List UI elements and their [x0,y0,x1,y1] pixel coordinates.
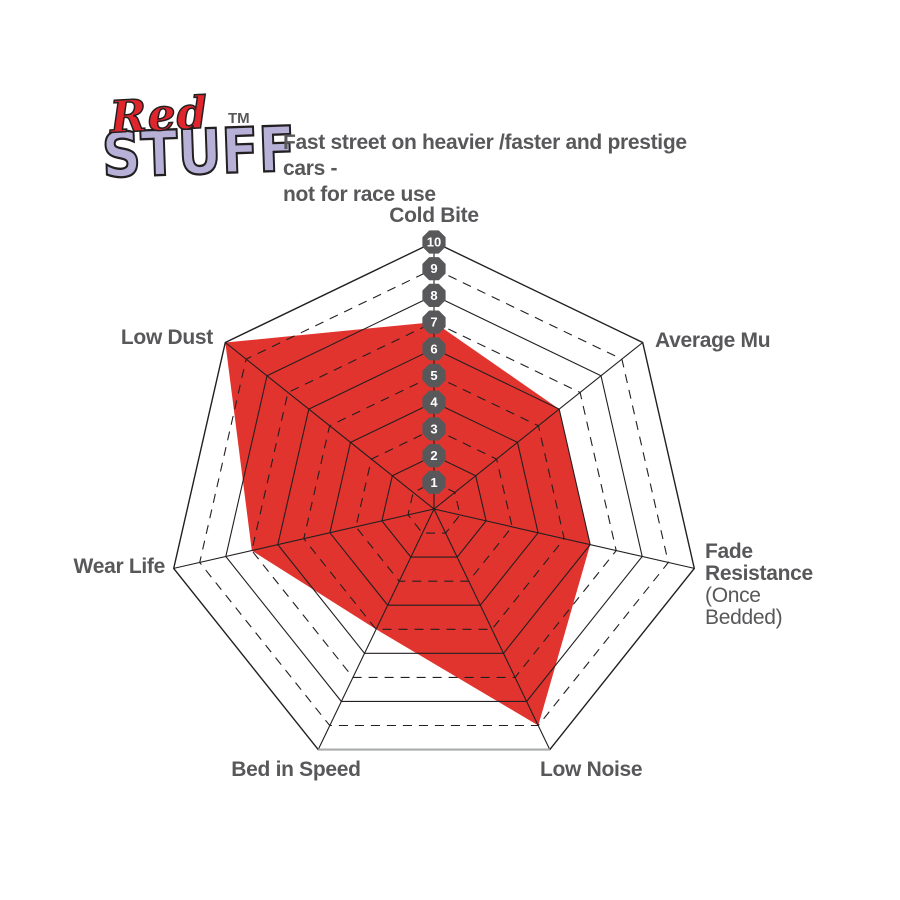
scale-badge-label-2: 2 [430,448,437,463]
trademark-symbol: TM [228,110,250,127]
radar-spoke-6 [224,342,435,510]
scale-badge-label-8: 8 [430,288,437,303]
radar-ring-7 [251,321,617,678]
axis-label-fade-resistance-sub: (Once Bedded) [705,584,783,629]
scale-badge-10 [422,230,446,254]
axis-label-cold-bite: Cold Bite [389,204,479,227]
subtitle-line-1: Fast street on heavier /faster and prest… [283,131,687,180]
scale-badge-label-4: 4 [430,395,438,410]
scale-badge-5 [422,363,446,388]
radar-ring-3 [355,428,513,582]
scale-badge-9 [422,257,446,281]
subtitle-line-2: not for race use [283,183,436,206]
axis-label-low-dust: Low Dust [120,326,213,349]
radar-spoke-2 [433,508,695,569]
scale-badge-label-10: 10 [427,235,441,250]
radar-ring-9 [199,268,669,727]
radar-spoke-4 [317,508,435,750]
radar-ring-8 [225,294,643,702]
radar-ring-1 [407,481,461,534]
scale-badge-3 [422,417,446,441]
radar-ring-5 [303,374,565,630]
radar-spoke-5 [173,508,435,569]
scale-badge-6 [422,337,446,361]
scale-badge-8 [422,283,446,307]
scale-badge-1 [422,470,446,494]
radar-spoke-1 [433,342,644,510]
scale-badge-label-3: 3 [430,421,437,436]
radar-ring-6 [277,348,591,654]
chart-subtitle: Fast street on heavier /faster and prest… [283,130,713,208]
scale-badge-label-6: 6 [430,341,437,356]
axis-label-fade-resistance-main: Fade Resistance [705,540,813,585]
radar-ring-2 [381,454,487,558]
scale-badge-label-9: 9 [430,261,437,276]
scale-badge-label-1: 1 [430,475,437,490]
radar-spoke-3 [433,508,551,750]
axis-label-bed-in-speed: Bed in Speed [231,758,361,781]
redstuff-logo: STUFF Red TM [100,87,298,207]
axis-label-low-noise: Low Noise [540,758,643,781]
radar-series-polygon [225,322,591,726]
scale-badge-7 [422,310,446,334]
scale-badge-label-5: 5 [430,368,437,383]
axis-label-fade-resistance: Fade Resistance (Once Bedded) [705,541,820,629]
radar-ring-4 [329,401,539,606]
scale-badge-label-7: 7 [430,315,437,330]
scale-badge-2 [422,444,446,468]
axis-label-average-mu: Average Mu [655,329,771,352]
scale-badge-4 [422,390,446,414]
axis-label-wear-life: Wear Life [73,555,166,578]
